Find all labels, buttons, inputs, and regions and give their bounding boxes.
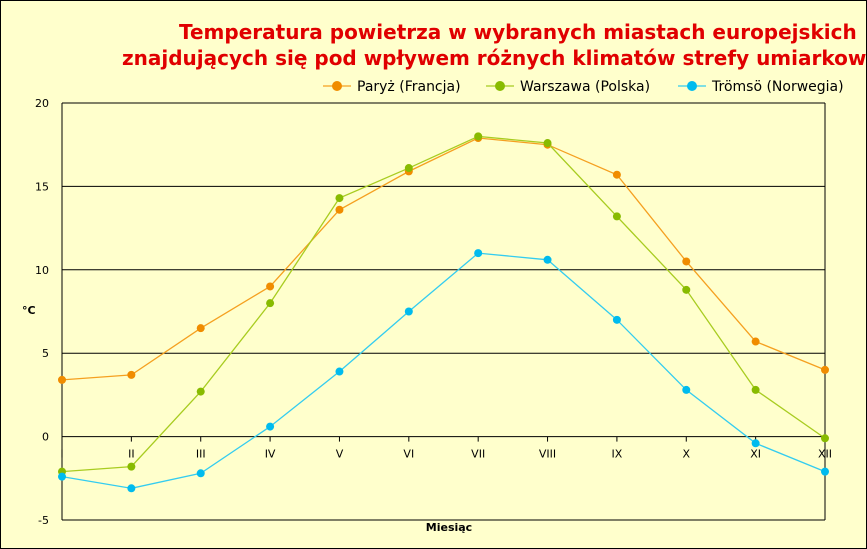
data-point [58, 375, 66, 384]
y-axis-title: °C [22, 304, 36, 317]
data-point [196, 387, 205, 396]
series-line [61, 135, 826, 473]
x-tick-label: V [336, 448, 344, 461]
x-tick-label: I [60, 448, 63, 461]
data-point [474, 132, 483, 141]
x-tick-label: VII [471, 448, 485, 461]
y-tick-label: -5 [38, 514, 49, 527]
x-axis-ticks: I II III IV V VI VII VIII IX X XI XII [60, 436, 832, 461]
x-tick-label: II [128, 448, 135, 461]
legend-item: Warszawa (Polska) [486, 79, 650, 95]
data-point [821, 434, 829, 443]
data-point [404, 164, 413, 173]
y-tick-label: 5 [42, 347, 49, 360]
legend-swatch-marker [332, 81, 342, 91]
legend-item: Trömsö (Norwegia) [678, 79, 844, 95]
data-point [127, 484, 136, 493]
data-point [335, 205, 344, 214]
legend-swatch-marker [495, 81, 505, 91]
data-point [335, 367, 344, 376]
data-point [127, 462, 136, 471]
data-point [612, 315, 621, 324]
x-axis-title: Miesiąc [426, 521, 472, 534]
series-2 [58, 132, 829, 476]
x-tick-label: III [196, 448, 206, 461]
y-tick-label: 10 [35, 264, 49, 277]
legend-label: Warszawa (Polska) [520, 79, 650, 95]
data-point [612, 212, 621, 221]
series-3 [58, 249, 829, 493]
x-tick-label: X [682, 448, 690, 461]
chart-title: Temperatura powietrza w wybranych miasta… [122, 20, 866, 70]
data-point [751, 337, 760, 346]
legend-label: Trömsö (Norwegia) [711, 79, 844, 95]
legend-item: Paryż (Francja) [323, 79, 461, 95]
series-line [61, 252, 826, 489]
data-point [196, 469, 205, 478]
x-tick-label: IX [612, 448, 623, 461]
axes [61, 103, 826, 521]
data-point [196, 324, 205, 333]
y-tick-label: 0 [42, 431, 49, 444]
data-point [612, 170, 621, 179]
data-point [58, 472, 66, 481]
series-lines [58, 132, 829, 493]
data-point [682, 285, 691, 294]
data-point [682, 257, 691, 266]
data-point [821, 365, 829, 374]
x-tick-label: XI [750, 448, 761, 461]
series-line [61, 137, 826, 381]
chart-title-line-1: Temperatura powietrza w wybranych miasta… [179, 20, 857, 44]
y-tick-label: 20 [35, 97, 49, 110]
data-point [404, 307, 413, 316]
legend-swatch-marker [687, 81, 697, 91]
data-point [266, 282, 275, 291]
data-point [127, 370, 136, 379]
gridlines [62, 102, 825, 438]
y-tick-label: 15 [35, 180, 49, 193]
x-tick-label: VI [403, 448, 414, 461]
chart-title-line-2: znajdujących się pod wpływem różnych kli… [122, 46, 866, 70]
x-tick-label: VIII [539, 448, 556, 461]
data-point [266, 299, 275, 308]
data-point [474, 249, 483, 258]
x-tick-label: XII [818, 448, 832, 461]
data-point [543, 255, 552, 264]
data-point [682, 385, 691, 394]
data-point [751, 385, 760, 394]
x-tick-label: IV [265, 448, 276, 461]
legend-label: Paryż (Francja) [357, 79, 461, 95]
data-point [821, 467, 829, 476]
data-point [751, 439, 760, 448]
legend: Paryż (Francja) Warszawa (Polska) Trömsö (… [323, 79, 844, 95]
y-axis-ticks: -5 0 5 10 15 20 [35, 97, 49, 527]
series-1 [58, 134, 829, 384]
data-point [266, 422, 275, 431]
data-point [335, 194, 344, 203]
data-point [543, 139, 552, 148]
